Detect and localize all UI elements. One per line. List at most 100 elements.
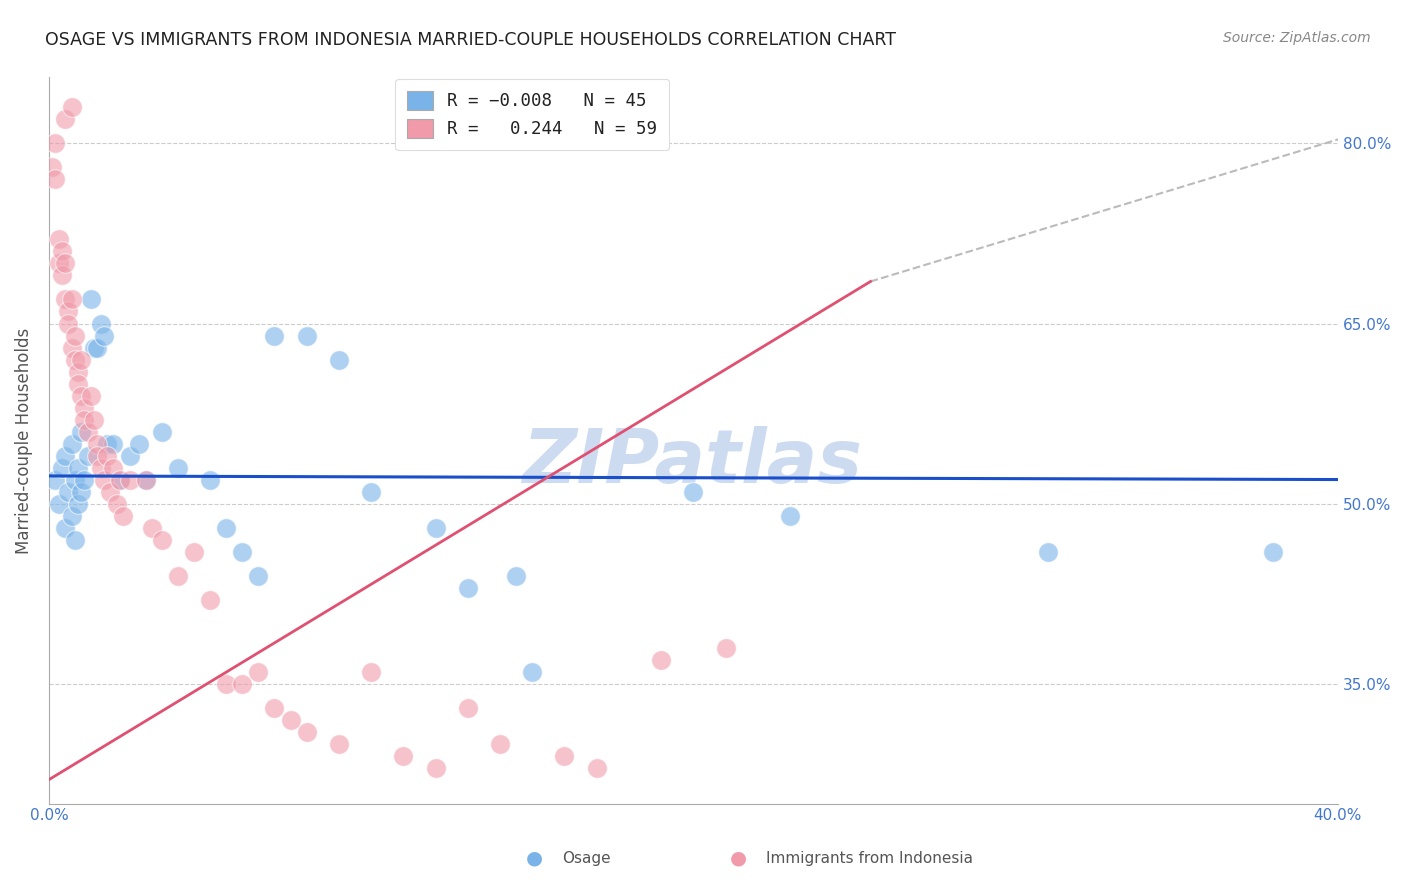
Point [425,520,447,534]
Point [89,317,111,331]
Point [80,293,103,307]
Point [650,652,672,666]
Point [295,328,318,343]
Point [76,449,98,463]
Point [53,112,76,127]
Point [215,676,238,690]
Point [41,161,63,175]
Point [328,352,350,367]
Point [128,436,150,450]
Point [328,737,350,751]
Text: Osage: Osage [562,851,612,865]
Point [183,544,205,558]
Point [779,508,801,523]
Point [51,268,73,283]
Point [48,497,70,511]
Point [73,473,96,487]
Point [60,436,83,450]
Point [70,425,93,439]
Point [141,520,163,534]
Point [83,412,105,426]
Point [135,473,157,487]
Point [70,388,93,402]
Point [198,592,221,607]
Text: Immigrants from Indonesia: Immigrants from Indonesia [766,851,973,865]
Point [150,425,173,439]
Point [53,449,76,463]
Point [98,484,121,499]
Point [58,304,80,318]
Point [73,401,96,415]
Point [73,412,96,426]
Point [103,460,125,475]
Point [48,256,70,270]
Point [96,449,118,463]
Point [425,761,447,775]
Point [66,376,89,391]
Point [1036,544,1059,558]
Point [360,484,382,499]
Point [48,232,70,246]
Y-axis label: Married-couple Households: Married-couple Households [15,327,32,554]
Point [108,473,131,487]
Point [53,256,76,270]
Point [63,473,86,487]
Point [60,508,83,523]
Text: OSAGE VS IMMIGRANTS FROM INDONESIA MARRIED-COUPLE HOUSEHOLDS CORRELATION CHART: OSAGE VS IMMIGRANTS FROM INDONESIA MARRI… [45,31,896,49]
Point [105,497,128,511]
Point [96,436,118,450]
Legend: R = −0.008   N = 45, R =   0.244   N = 59: R = −0.008 N = 45, R = 0.244 N = 59 [395,78,669,151]
Point [53,293,76,307]
Point [457,581,479,595]
Point [360,665,382,679]
Point [392,748,415,763]
Point [166,460,188,475]
Point [63,352,86,367]
Point [63,328,86,343]
Point [280,713,302,727]
Point [1263,544,1285,558]
Point [60,100,83,114]
Point [60,341,83,355]
Point [93,473,115,487]
Point [89,460,111,475]
Point [263,328,285,343]
Point [215,520,238,534]
Point [53,520,76,534]
Point [135,473,157,487]
Text: Source: ZipAtlas.com: Source: ZipAtlas.com [1223,31,1371,45]
Point [70,484,93,499]
Point [112,508,135,523]
Point [70,352,93,367]
Point [553,748,575,763]
Point [585,761,607,775]
Point [198,473,221,487]
Point [51,244,73,259]
Point [231,544,253,558]
Point [51,460,73,475]
Point [118,473,141,487]
Point [263,700,285,714]
Point [522,665,544,679]
Point [457,700,479,714]
Point [83,341,105,355]
Point [86,341,108,355]
Point [80,388,103,402]
Text: ZIPatlas: ZIPatlas [523,425,863,499]
Point [86,449,108,463]
Point [58,484,80,499]
Point [103,436,125,450]
Point [66,497,89,511]
Point [247,665,270,679]
Point [60,293,83,307]
Point [66,364,89,378]
Point [93,328,115,343]
Point [44,136,66,151]
Point [505,568,527,582]
Point [44,473,66,487]
Point [63,533,86,547]
Point [118,449,141,463]
Point [44,172,66,186]
Point [86,436,108,450]
Point [66,460,89,475]
